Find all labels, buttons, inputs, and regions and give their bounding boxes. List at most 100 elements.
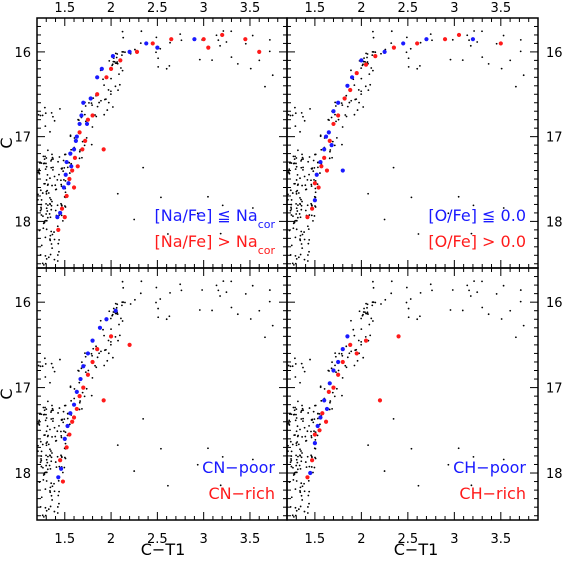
data-point xyxy=(71,147,77,152)
field-star xyxy=(41,443,44,446)
field-star xyxy=(46,468,49,471)
field-star xyxy=(287,113,290,116)
field-star xyxy=(320,148,323,151)
field-star xyxy=(118,73,120,75)
field-star xyxy=(68,172,71,174)
data-point xyxy=(84,121,90,127)
field-star xyxy=(278,502,280,504)
data-point xyxy=(71,185,77,190)
field-star xyxy=(40,162,43,164)
field-star xyxy=(313,178,315,181)
data-point xyxy=(201,37,206,42)
field-star xyxy=(29,256,31,258)
field-star xyxy=(219,484,222,487)
field-star xyxy=(295,162,297,165)
field-star xyxy=(366,56,368,59)
field-star xyxy=(502,458,505,461)
field-star xyxy=(407,65,410,68)
data-point xyxy=(336,100,341,105)
field-star xyxy=(168,315,171,318)
field-star xyxy=(258,309,261,312)
data-point xyxy=(401,41,406,46)
field-star xyxy=(356,359,359,362)
field-star xyxy=(41,114,44,117)
field-star xyxy=(340,352,343,355)
field-star xyxy=(167,233,169,235)
field-star xyxy=(327,118,330,121)
data-point xyxy=(349,75,355,80)
field-star xyxy=(118,83,121,86)
plot-area xyxy=(278,280,525,518)
field-star xyxy=(295,157,298,159)
field-star xyxy=(63,418,66,421)
field-star xyxy=(102,78,104,81)
x-tick-label: 2 xyxy=(107,1,115,16)
field-star xyxy=(45,219,48,222)
field-star xyxy=(43,158,46,161)
field-star xyxy=(364,311,366,313)
field-star xyxy=(294,155,296,158)
field-star xyxy=(383,218,386,221)
field-star xyxy=(431,39,433,42)
data-point xyxy=(331,109,336,114)
field-star xyxy=(117,339,119,342)
panel-frame xyxy=(36,267,288,521)
field-star xyxy=(222,30,225,32)
field-star xyxy=(472,456,475,458)
panel-frame xyxy=(286,267,539,521)
field-star xyxy=(409,298,412,300)
field-star xyxy=(244,293,247,295)
field-star xyxy=(295,464,298,467)
field-star xyxy=(51,169,54,171)
field-star xyxy=(295,207,298,210)
field-star xyxy=(118,323,120,326)
data-point xyxy=(310,458,315,463)
field-star xyxy=(451,289,454,291)
field-star xyxy=(383,470,386,472)
field-star xyxy=(157,57,160,60)
field-star xyxy=(310,455,313,458)
field-star xyxy=(300,166,303,169)
field-star xyxy=(360,328,363,331)
field-star xyxy=(291,262,294,265)
panels: 1.5 2 2.5 3 3.5 16 17 18 C [Na/Fe] ≦ Nacor[Na/Fe]… xyxy=(0,1,563,547)
panel-frame xyxy=(36,17,288,269)
field-star xyxy=(108,310,111,313)
field-star xyxy=(302,409,305,412)
field-star xyxy=(44,376,47,378)
field-star xyxy=(316,417,319,420)
field-star xyxy=(300,494,303,497)
field-star xyxy=(300,456,303,459)
field-star xyxy=(419,64,421,67)
data-point xyxy=(315,423,320,429)
field-star xyxy=(115,306,118,309)
field-star xyxy=(58,407,61,409)
data-point xyxy=(81,364,86,369)
field-star xyxy=(302,417,304,420)
field-star xyxy=(372,69,374,72)
data-point xyxy=(340,347,345,352)
field-star xyxy=(196,212,199,215)
field-star xyxy=(221,204,224,207)
field-star xyxy=(306,204,309,207)
field-star xyxy=(300,158,303,161)
field-star xyxy=(365,302,367,305)
field-star xyxy=(306,225,309,228)
field-star xyxy=(58,156,61,158)
field-star xyxy=(345,94,348,97)
field-star xyxy=(41,514,44,517)
field-star xyxy=(390,42,393,45)
data-point xyxy=(326,130,331,135)
field-star xyxy=(292,263,295,266)
field-star xyxy=(300,450,302,452)
y-tick-label: 18 xyxy=(14,467,31,482)
field-star xyxy=(319,386,322,389)
field-star xyxy=(198,309,201,311)
field-star xyxy=(357,89,360,91)
data-point xyxy=(69,164,74,169)
field-star xyxy=(303,175,306,178)
field-star xyxy=(53,175,56,178)
field-star xyxy=(111,313,114,316)
field-star xyxy=(292,474,295,476)
x-tick-label: 2 xyxy=(107,532,115,547)
